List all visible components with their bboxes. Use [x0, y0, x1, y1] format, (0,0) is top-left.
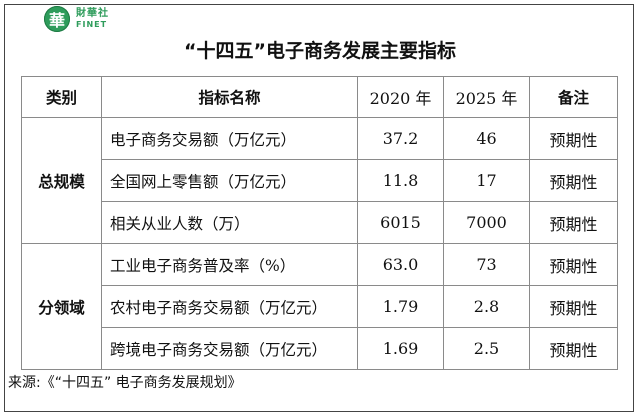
table-row: 分领域 工业电子商务普及率（%） 63.0 73 预期性 — [21, 243, 618, 370]
note-cell: 预期性 — [529, 117, 618, 160]
value-2025-cell: 2.5 — [443, 327, 530, 370]
indicator-cell: 农村电子商务交易额（万亿元） — [101, 285, 358, 328]
header-indicator: 指标名称 — [101, 76, 358, 118]
value-2025-cell: 7000 — [443, 201, 530, 244]
indicator-cell: 全国网上零售额（万亿元） — [101, 159, 358, 202]
header-2020: 2020 年 — [357, 76, 444, 118]
value-2020-cell: 1.79 — [357, 285, 444, 328]
table-row: 农村电子商务交易额（万亿元） 1.79 2.8 预期性 — [22, 285, 618, 328]
value-2025-cell: 73 — [443, 243, 530, 286]
indicators-table: 类别 指标名称 2020 年 2025 年 备注 总规模 电子商务交易额（万亿元… — [21, 76, 618, 370]
source-note: 来源:《“十四五” 电子商务发展规划》 — [8, 375, 242, 391]
note-cell: 预期性 — [529, 243, 618, 286]
finet-logo-icon: 華 — [44, 6, 70, 32]
logo-name-cn: 財華社 — [76, 8, 109, 19]
note-cell: 预期性 — [529, 159, 618, 202]
logo-text: 財華社 FINET — [76, 9, 109, 29]
indicator-cell: 相关从业人数（万） — [101, 201, 358, 244]
note-cell: 预期性 — [529, 201, 618, 244]
table-title: “十四五”电子商务发展主要指标 — [184, 40, 456, 62]
value-2025-cell: 46 — [443, 117, 530, 160]
value-2025-cell: 17 — [443, 159, 530, 202]
value-2020-cell: 37.2 — [357, 117, 444, 160]
table-row: 跨境电子商务交易额（万亿元） 1.69 2.5 预期性 — [22, 327, 618, 370]
table-row: 总规模 电子商务交易额（万亿元） 37.2 46 预期性 — [21, 117, 618, 244]
header-2025: 2025 年 — [443, 76, 530, 118]
table-row: 相关从业人数（万） 6015 7000 预期性 — [22, 201, 618, 244]
header-category: 类别 — [21, 76, 102, 118]
note-cell: 预期性 — [529, 285, 618, 328]
category-cell: 分领域 — [21, 243, 102, 370]
value-2020-cell: 6015 — [357, 201, 444, 244]
logo-name-en: FINET — [76, 20, 108, 29]
value-2020-cell: 63.0 — [357, 243, 444, 286]
value-2020-cell: 11.8 — [357, 159, 444, 202]
indicator-cell: 跨境电子商务交易额（万亿元） — [101, 327, 358, 370]
header-note: 备注 — [529, 76, 618, 118]
table-header-row: 类别 指标名称 2020 年 2025 年 备注 — [21, 76, 618, 118]
table-row: 全国网上零售额（万亿元） 11.8 17 预期性 — [22, 159, 618, 202]
value-2020-cell: 1.69 — [357, 327, 444, 370]
category-cell: 总规模 — [21, 117, 102, 244]
indicator-cell: 电子商务交易额（万亿元） — [101, 117, 358, 160]
indicator-cell: 工业电子商务普及率（%） — [101, 243, 358, 286]
value-2025-cell: 2.8 — [443, 285, 530, 328]
note-cell: 预期性 — [529, 327, 618, 370]
finet-logo: 華 財華社 FINET — [44, 5, 109, 33]
